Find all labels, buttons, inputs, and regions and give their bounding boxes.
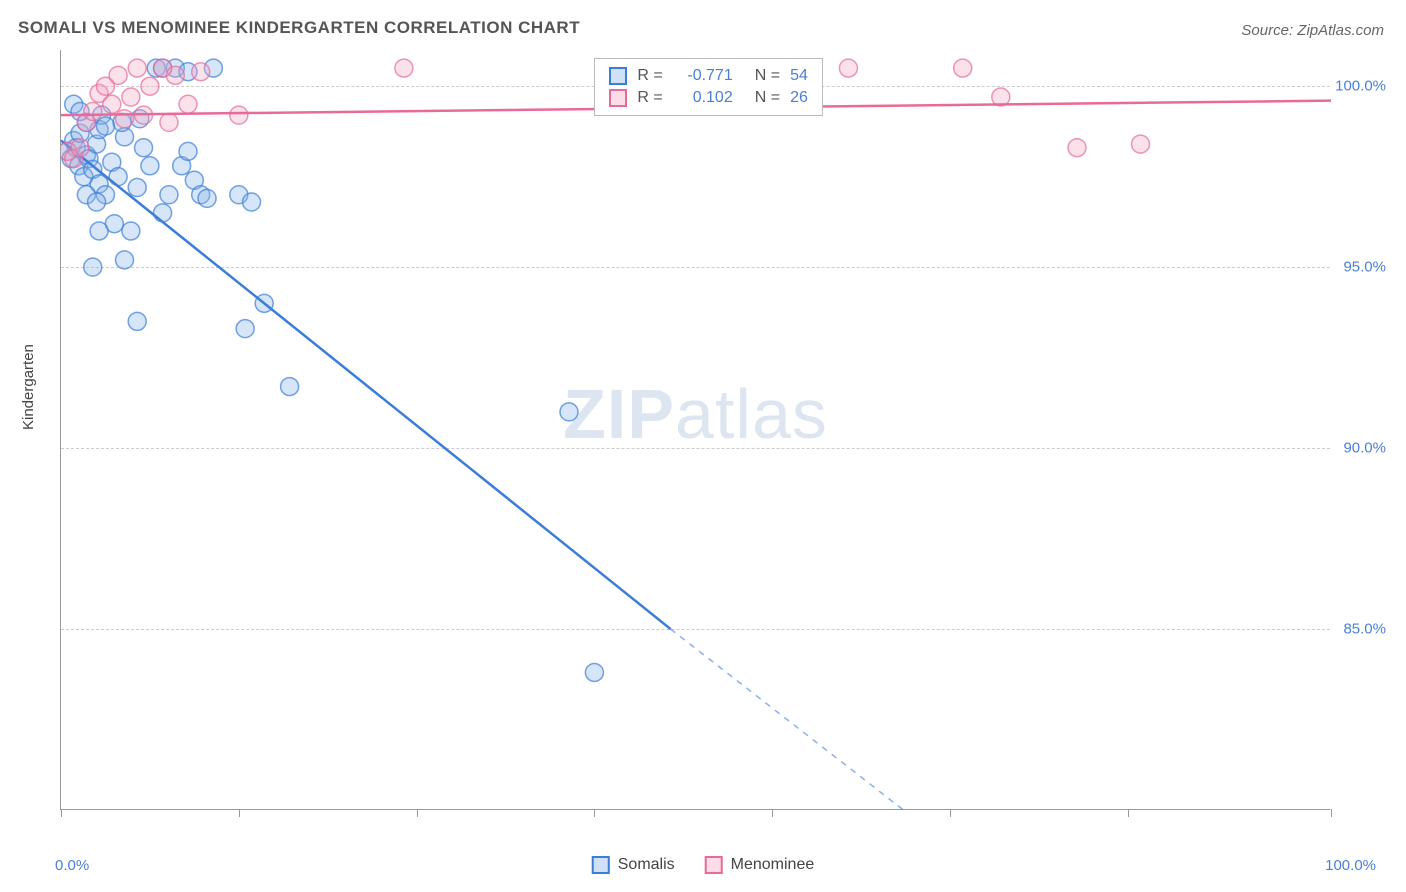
- scatter-svg: [61, 50, 1331, 810]
- x-tick: [772, 809, 773, 817]
- data-point: [160, 113, 178, 131]
- data-point: [84, 103, 102, 121]
- stat-r-value: -0.771: [673, 67, 733, 85]
- x-tick: [61, 809, 62, 817]
- data-point: [116, 110, 134, 128]
- data-point: [1132, 135, 1150, 153]
- data-point: [122, 222, 140, 240]
- data-point: [71, 139, 89, 157]
- x-tick: [950, 809, 951, 817]
- data-point: [109, 66, 127, 84]
- x-tick: [239, 809, 240, 817]
- data-point: [281, 378, 299, 396]
- data-point: [109, 168, 127, 186]
- y-axis-tick-label: 85.0%: [1343, 621, 1386, 638]
- source-label: Source:: [1241, 22, 1293, 39]
- data-point: [141, 77, 159, 95]
- stat-n-value: 54: [790, 67, 808, 85]
- source-name: ZipAtlas.com: [1297, 22, 1384, 39]
- data-point: [122, 88, 140, 106]
- data-point: [230, 106, 248, 124]
- data-point: [243, 193, 261, 211]
- data-point: [128, 312, 146, 330]
- data-point: [141, 157, 159, 175]
- chart-title: SOMALI VS MENOMINEE KINDERGARTEN CORRELA…: [18, 18, 580, 38]
- x-tick: [1331, 809, 1332, 817]
- legend-swatch: [705, 856, 723, 874]
- data-point: [839, 59, 857, 77]
- data-point: [179, 95, 197, 113]
- stat-n-label: N =: [755, 67, 780, 85]
- data-point: [1068, 139, 1086, 157]
- legend-label: Menominee: [731, 856, 815, 874]
- data-point: [135, 139, 153, 157]
- stat-r-label: R =: [637, 89, 662, 107]
- source-attribution: Source: ZipAtlas.com: [1241, 22, 1384, 39]
- x-tick: [594, 809, 595, 817]
- data-point: [160, 186, 178, 204]
- x-axis-tick-label: 0.0%: [55, 857, 89, 874]
- bottom-legend-item: Menominee: [705, 856, 815, 874]
- stat-n-label: N =: [755, 89, 780, 107]
- stats-legend-row: R = 0.102 N = 26: [609, 87, 807, 109]
- data-point: [90, 222, 108, 240]
- data-point: [128, 59, 146, 77]
- legend-swatch: [592, 856, 610, 874]
- data-point: [179, 142, 197, 160]
- trend-line-extension: [671, 629, 950, 810]
- x-tick: [417, 809, 418, 817]
- data-point: [585, 663, 603, 681]
- y-axis-tick-label: 90.0%: [1343, 440, 1386, 457]
- data-point: [96, 117, 114, 135]
- plot-area: ZIPatlas R =-0.771N =54R =0.102N =26: [60, 50, 1330, 810]
- data-point: [166, 66, 184, 84]
- chart-container: SOMALI VS MENOMINEE KINDERGARTEN CORRELA…: [0, 0, 1406, 892]
- data-point: [560, 403, 578, 421]
- data-point: [395, 59, 413, 77]
- data-point: [84, 258, 102, 276]
- stats-legend-row: R = -0.771 N = 54: [609, 65, 807, 87]
- data-point: [103, 95, 121, 113]
- legend-swatch: [609, 89, 627, 107]
- data-point: [192, 63, 210, 81]
- stats-legend: R = -0.771 N = 54 R = 0.102 N = 26: [594, 58, 822, 116]
- data-point: [154, 204, 172, 222]
- data-point: [88, 193, 106, 211]
- stat-r-label: R =: [637, 67, 662, 85]
- stat-n-value: 26: [790, 89, 808, 107]
- data-point: [128, 179, 146, 197]
- stat-r-value: 0.102: [673, 89, 733, 107]
- trend-line: [61, 140, 671, 629]
- legend-swatch: [609, 67, 627, 85]
- y-axis-tick-label: 95.0%: [1343, 259, 1386, 276]
- data-point: [236, 320, 254, 338]
- x-tick: [1128, 809, 1129, 817]
- legend-label: Somalis: [618, 856, 675, 874]
- data-point: [116, 251, 134, 269]
- x-axis-tick-label: 100.0%: [1325, 857, 1376, 874]
- y-axis-title: Kindergarten: [20, 344, 37, 430]
- data-point: [954, 59, 972, 77]
- bottom-legend-item: Somalis: [592, 856, 675, 874]
- bottom-legend: Somalis Menominee: [592, 856, 815, 874]
- y-axis-tick-label: 100.0%: [1335, 78, 1386, 95]
- data-point: [198, 189, 216, 207]
